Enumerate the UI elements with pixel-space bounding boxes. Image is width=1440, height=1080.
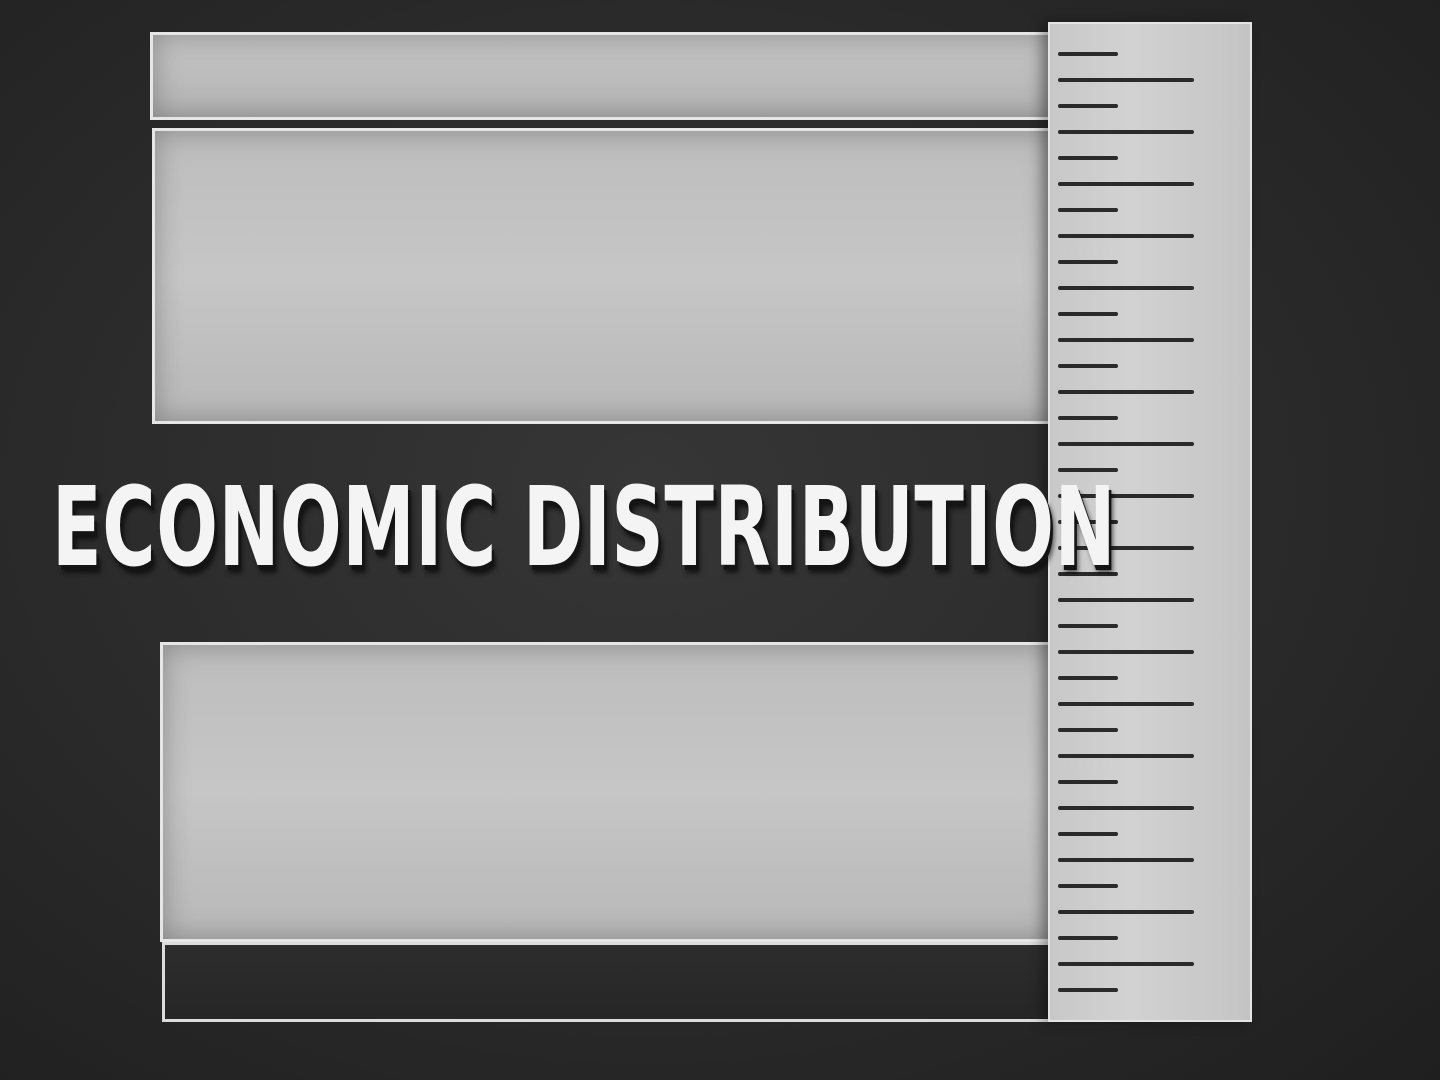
ruler-ticks <box>1058 52 1194 992</box>
measuring-ruler <box>1048 22 1252 1022</box>
bottom-main-panel <box>160 642 1060 942</box>
bottom-dark-strip <box>162 942 1060 1022</box>
page-title: ECONOMIC DISTRIBUTION <box>52 463 1117 591</box>
top-main-panel <box>152 128 1055 424</box>
top-strip-panel <box>150 32 1055 120</box>
